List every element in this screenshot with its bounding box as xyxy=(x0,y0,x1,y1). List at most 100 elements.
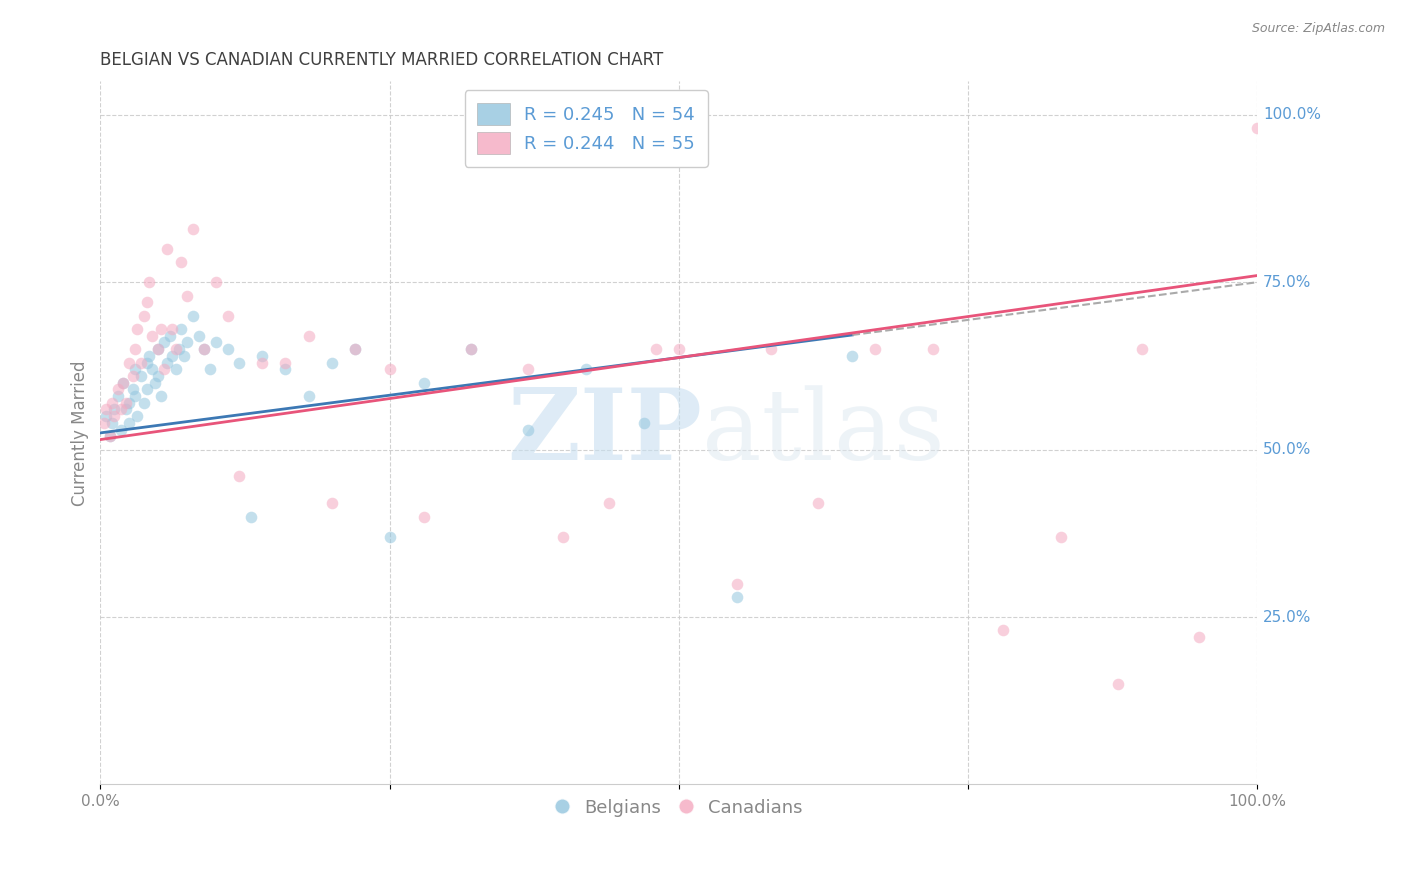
Point xyxy=(135,355,157,369)
Point xyxy=(134,309,156,323)
Point xyxy=(517,423,540,437)
Point xyxy=(274,355,297,369)
Legend: Belgians, Canadians: Belgians, Canadians xyxy=(548,792,810,824)
Point xyxy=(1246,121,1268,136)
Point xyxy=(633,416,655,430)
Point xyxy=(644,342,666,356)
Point xyxy=(93,416,115,430)
Point xyxy=(252,349,274,363)
Point xyxy=(205,275,228,289)
Point xyxy=(141,362,163,376)
Point xyxy=(121,383,143,397)
Point xyxy=(193,342,215,356)
Point xyxy=(239,509,262,524)
Point xyxy=(170,255,193,269)
Point xyxy=(156,355,179,369)
Point xyxy=(343,342,366,356)
Point xyxy=(153,335,176,350)
Point xyxy=(205,335,228,350)
Point xyxy=(176,288,198,302)
Point xyxy=(94,402,117,417)
Point xyxy=(841,349,863,363)
Point xyxy=(107,383,129,397)
Point xyxy=(129,355,152,369)
Point xyxy=(228,469,250,483)
Point xyxy=(575,362,598,376)
Point xyxy=(156,242,179,256)
Point xyxy=(170,322,193,336)
Point xyxy=(165,362,187,376)
Point xyxy=(343,342,366,356)
Point xyxy=(127,409,149,424)
Point xyxy=(98,429,121,443)
Point xyxy=(865,342,887,356)
Point xyxy=(187,328,209,343)
Point xyxy=(98,429,121,443)
Point xyxy=(149,322,172,336)
Text: atlas: atlas xyxy=(702,385,945,481)
Text: 50.0%: 50.0% xyxy=(1263,442,1312,457)
Point xyxy=(107,389,129,403)
Point xyxy=(761,342,783,356)
Point xyxy=(124,342,146,356)
Text: 100.0%: 100.0% xyxy=(1263,107,1322,122)
Point xyxy=(153,362,176,376)
Point xyxy=(135,383,157,397)
Point xyxy=(1130,342,1153,356)
Point xyxy=(413,509,436,524)
Point xyxy=(135,295,157,310)
Point xyxy=(127,322,149,336)
Point xyxy=(148,368,170,383)
Point xyxy=(274,362,297,376)
Point xyxy=(103,409,125,424)
Point xyxy=(725,576,748,591)
Point xyxy=(297,328,319,343)
Point xyxy=(460,342,482,356)
Y-axis label: Currently Married: Currently Married xyxy=(72,360,89,506)
Point xyxy=(118,416,141,430)
Point xyxy=(725,590,748,604)
Point xyxy=(1188,630,1211,644)
Point xyxy=(159,328,181,343)
Point xyxy=(217,309,239,323)
Point xyxy=(668,342,690,356)
Point xyxy=(149,389,172,403)
Point xyxy=(110,423,132,437)
Point xyxy=(181,221,204,235)
Point xyxy=(181,309,204,323)
Point xyxy=(1107,677,1129,691)
Point xyxy=(143,376,166,390)
Point xyxy=(378,362,401,376)
Point xyxy=(160,322,183,336)
Point xyxy=(460,342,482,356)
Point xyxy=(110,402,132,417)
Point xyxy=(991,624,1014,638)
Text: ZIP: ZIP xyxy=(508,384,702,482)
Point xyxy=(173,349,195,363)
Point xyxy=(124,389,146,403)
Point xyxy=(193,342,215,356)
Point xyxy=(176,335,198,350)
Point xyxy=(252,355,274,369)
Point xyxy=(200,362,222,376)
Point xyxy=(118,396,141,410)
Point xyxy=(228,355,250,369)
Point xyxy=(138,275,160,289)
Text: 25.0%: 25.0% xyxy=(1263,609,1312,624)
Point xyxy=(101,416,124,430)
Point xyxy=(148,342,170,356)
Point xyxy=(553,530,575,544)
Point xyxy=(103,402,125,417)
Point xyxy=(922,342,945,356)
Point xyxy=(321,496,343,510)
Point xyxy=(124,362,146,376)
Point xyxy=(112,376,135,390)
Point xyxy=(121,368,143,383)
Point xyxy=(297,389,319,403)
Text: 75.0%: 75.0% xyxy=(1263,275,1312,290)
Point xyxy=(517,362,540,376)
Point xyxy=(134,396,156,410)
Point xyxy=(114,396,136,410)
Point xyxy=(94,409,117,424)
Point xyxy=(118,355,141,369)
